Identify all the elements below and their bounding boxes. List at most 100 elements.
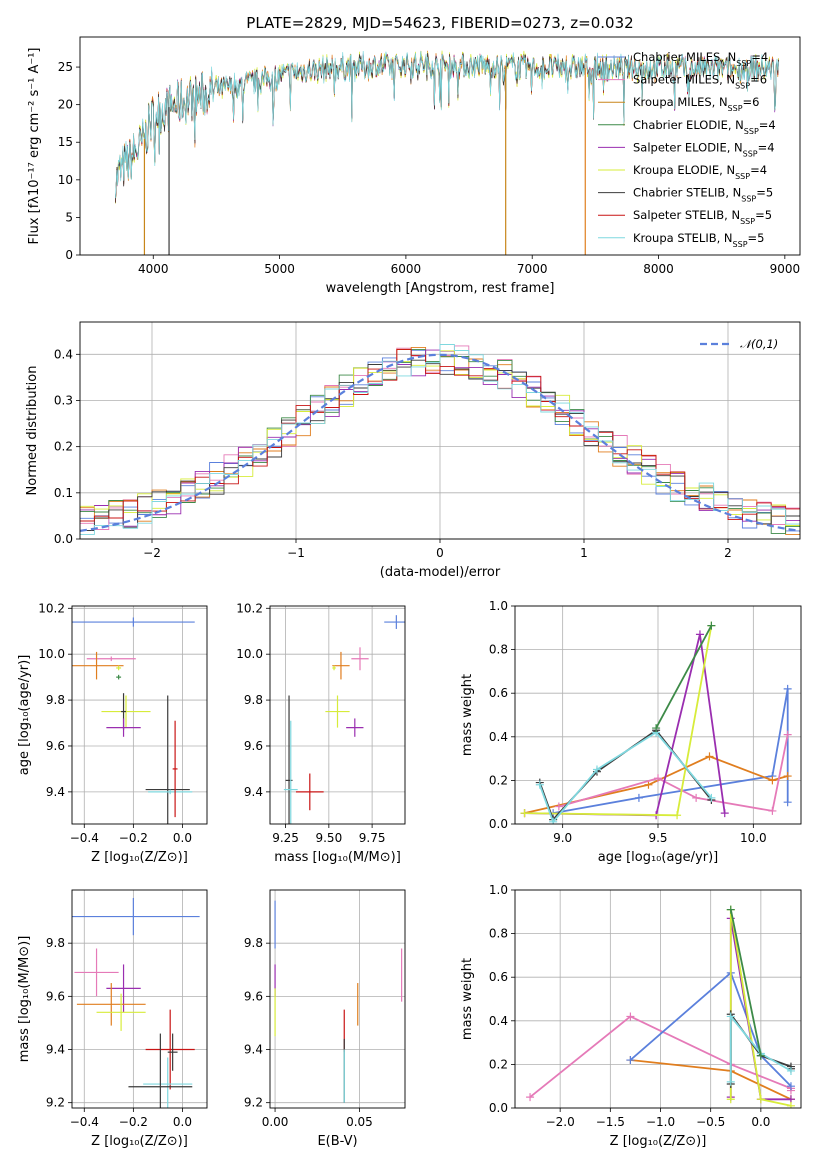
y-tick-label: 20	[58, 98, 73, 112]
y-axis-label: mass weight	[460, 674, 475, 756]
weight-marker	[768, 776, 777, 785]
y-tick-label: 0.0	[54, 532, 73, 546]
y-tick-label: 9.6	[244, 989, 263, 1003]
legend-label: Chabrier ELODIE, NSSP=4	[633, 118, 776, 136]
plot-area	[115, 50, 779, 255]
weight-marker	[783, 684, 792, 693]
plot-area	[526, 905, 795, 1108]
weight-marker	[705, 752, 714, 761]
y-tick-label: 9.8	[244, 693, 263, 707]
weight-vs-metallicity-panel: −2.0 −1.5 −1.0 −0.5 0.0 0.0 0.2 0.4 0.6 0.8 1.0 Z […	[460, 883, 802, 1149]
x-axis-label: mass [log₁₀(M/M⊙)]	[274, 850, 401, 865]
legend-subscript: SSP	[736, 59, 751, 68]
x-axis-label: Z [log₁₀(Z/Z⊙)]	[91, 850, 188, 865]
y-tick-label: 9.4	[46, 785, 65, 799]
x-axis-label: age [log₁₀(age/yr)]	[598, 850, 719, 865]
y-tick-label: 0.4	[489, 1014, 508, 1028]
legend-label: Salpeter ELODIE, NSSP=4	[633, 140, 775, 158]
axes-frame	[514, 889, 802, 1109]
plot-area	[72, 617, 195, 824]
x-tick-label: −1.5	[596, 1115, 625, 1129]
x-tick-label: 9.5	[648, 831, 667, 845]
legend-label: Kroupa ELODIE, NSSP=4	[633, 163, 767, 181]
plot-area	[520, 621, 792, 824]
legend-label: Kroupa MILES, NSSP=6	[633, 95, 759, 113]
x-tick-label: −1	[287, 546, 305, 560]
legend-label: Kroupa STELIB, NSSP=5	[633, 231, 764, 249]
residuals-panel: −2 −1 0 1 2 0.0 0.1 0.2 0.3 0.4 (data-model)/error…	[25, 321, 801, 580]
axes-frame	[269, 605, 406, 825]
weight-line	[729, 909, 762, 1056]
x-tick-label: −0.2	[119, 1115, 148, 1129]
axes-frame	[269, 889, 406, 1109]
legend-subscript: SSP	[743, 149, 758, 158]
weight-marker	[526, 1093, 535, 1102]
x-tick-label: 10.0	[740, 831, 767, 845]
legend-label: Chabrier MILES, NSSP=4	[633, 50, 768, 68]
weight-marker	[783, 730, 792, 739]
legend-label: 𝒩(0,1)	[740, 337, 778, 351]
y-axis-label: mass [log₁₀(M/M⊙)]	[17, 936, 32, 1063]
legend-value: =6	[750, 73, 767, 87]
weight-line	[524, 625, 713, 817]
histogram-series	[80, 349, 800, 522]
x-tick-label: 9000	[770, 262, 801, 276]
x-tick-label: 0.00	[262, 1115, 289, 1129]
y-tick-label: 10.0	[38, 647, 65, 661]
x-axis-label: wavelength [Angstrom, rest frame]	[326, 281, 555, 296]
weight-marker	[726, 1095, 735, 1104]
weight-marker	[726, 905, 735, 914]
legend-value: =4	[758, 140, 775, 154]
y-tick-label: 10.2	[236, 601, 263, 615]
y-tick-label: 0.3	[54, 393, 73, 407]
weight-marker	[520, 809, 529, 818]
x-tick-label: −2.0	[546, 1115, 575, 1129]
weight-marker	[783, 772, 792, 781]
y-axis-label: age [log₁₀(age/yr)]	[17, 655, 32, 776]
x-tick-label: 9.0	[553, 831, 572, 845]
axes-frame	[71, 605, 208, 825]
weight-marker	[673, 811, 682, 820]
y-tick-label: 9.6	[244, 739, 263, 753]
x-tick-label: 7000	[517, 262, 548, 276]
legend-value: =4	[750, 163, 767, 177]
legend-subscript: SSP	[733, 239, 748, 248]
plot-area	[80, 344, 800, 535]
x-axis-label: Z [log₁₀(Z/Z⊙)]	[610, 1134, 707, 1149]
age-vs-mass-panel: 9.25 9.50 9.75 9.4 9.6 9.8 10.0 10.2 mass [log₁₀…	[236, 601, 406, 865]
y-tick-label: 10.0	[236, 647, 263, 661]
legend-subscript: SSP	[744, 126, 759, 135]
weight-marker	[554, 802, 563, 811]
y-tick-label: 9.4	[244, 1043, 263, 1057]
legend-value: =6	[743, 95, 760, 109]
chart-title: PLATE=2829, MJD=54623, FIBERID=0273, z=0…	[246, 14, 633, 32]
y-tick-label: 5	[65, 210, 73, 224]
spectrum-panel: 4000 5000 6000 7000 8000 9000 0 5 10 15 20 25 wavele…	[27, 14, 801, 296]
y-tick-label: 9.8	[244, 936, 263, 950]
x-tick-label: 6000	[391, 262, 422, 276]
weight-marker	[695, 630, 704, 639]
y-axis-label: Normed distribution	[25, 366, 40, 496]
y-tick-label: 15	[58, 135, 73, 149]
y-tick-label: 9.2	[244, 1096, 263, 1110]
legend-value: =5	[748, 231, 765, 245]
plot-area	[72, 897, 200, 1108]
y-tick-label: 0.6	[489, 686, 508, 700]
y-tick-label: 10.2	[38, 601, 65, 615]
weight-marker	[626, 1056, 635, 1065]
weight-marker	[692, 793, 701, 802]
weight-marker	[535, 780, 544, 789]
x-tick-label: 4000	[138, 262, 169, 276]
legend-value: =5	[755, 208, 772, 222]
x-axis-label: (data-model)/error	[380, 565, 501, 580]
y-tick-label: 9.4	[244, 785, 263, 799]
x-tick-label: 2	[724, 546, 732, 560]
weight-marker	[549, 817, 558, 824]
weight-marker	[654, 774, 662, 783]
weight-marker	[786, 1082, 795, 1091]
weight-marker	[707, 793, 716, 802]
weight-marker	[726, 1012, 735, 1021]
y-tick-label: 0.2	[54, 440, 73, 454]
y-tick-label: 9.6	[46, 739, 65, 753]
